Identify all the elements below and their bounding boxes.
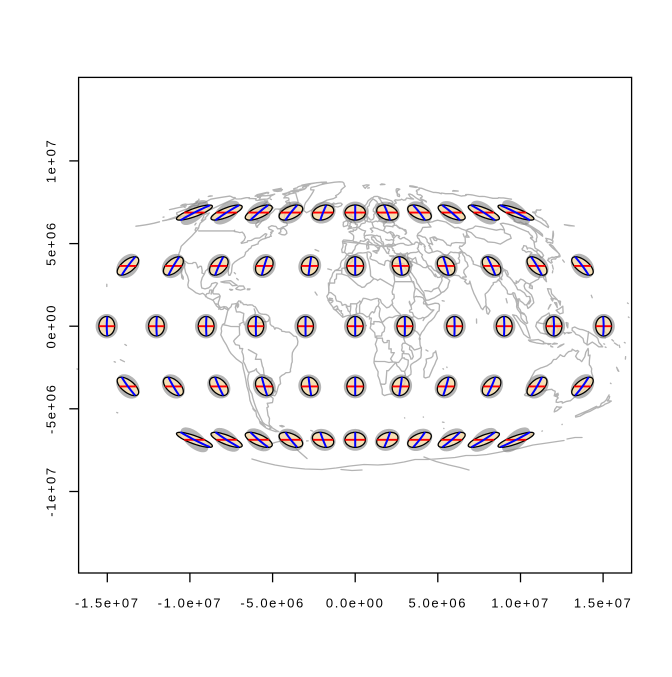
svg-text:-1e+07: -1e+07 xyxy=(44,466,59,516)
svg-text:-1.5e+07: -1.5e+07 xyxy=(75,596,139,611)
svg-text:0e+00: 0e+00 xyxy=(44,304,59,349)
svg-text:5e+06: 5e+06 xyxy=(44,221,59,266)
svg-text:1.0e+07: 1.0e+07 xyxy=(491,596,550,611)
svg-text:1e+07: 1e+07 xyxy=(44,139,59,184)
svg-text:0.0e+00: 0.0e+00 xyxy=(326,596,385,611)
svg-text:5.0e+06: 5.0e+06 xyxy=(409,596,468,611)
svg-text:-1.0e+07: -1.0e+07 xyxy=(158,596,222,611)
svg-text:-5e+06: -5e+06 xyxy=(44,384,59,434)
svg-text:-5.0e+06: -5.0e+06 xyxy=(240,596,304,611)
svg-text:1.5e+07: 1.5e+07 xyxy=(574,596,633,611)
